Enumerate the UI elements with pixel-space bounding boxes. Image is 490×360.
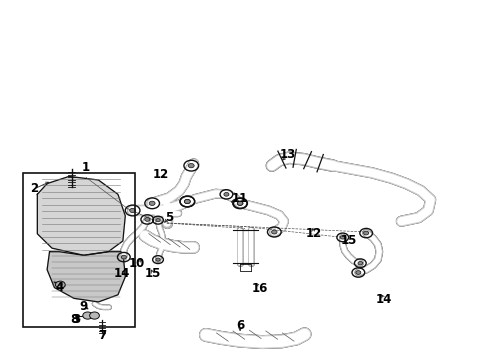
Text: 5: 5 [165,211,173,224]
Circle shape [356,271,361,274]
Circle shape [237,201,243,205]
Text: 8: 8 [70,312,78,326]
Circle shape [156,258,160,261]
Circle shape [145,217,150,221]
Text: 16: 16 [251,282,268,295]
Text: 9: 9 [80,300,88,313]
Text: 3: 3 [73,312,80,326]
Polygon shape [37,176,125,255]
Circle shape [184,199,190,204]
Circle shape [271,230,277,234]
Text: 4: 4 [55,281,63,294]
Circle shape [237,201,243,206]
Text: 2: 2 [30,183,38,195]
Text: 1: 1 [82,161,90,174]
Circle shape [188,163,194,168]
Circle shape [156,219,160,222]
Text: 12: 12 [153,168,169,181]
Text: 11: 11 [232,192,248,205]
Circle shape [130,208,136,213]
Circle shape [224,193,229,196]
Circle shape [83,312,93,319]
Circle shape [358,261,363,265]
Circle shape [364,231,368,235]
Text: 15: 15 [341,234,357,247]
Polygon shape [47,252,125,302]
Text: 12: 12 [305,226,321,239]
Text: 14: 14 [376,293,392,306]
Circle shape [184,199,190,204]
Text: 10: 10 [128,257,145,270]
Bar [23,173,135,327]
Circle shape [122,255,126,259]
Text: 13: 13 [280,148,296,161]
Text: 14: 14 [114,267,130,280]
Text: 6: 6 [236,319,244,332]
Text: 15: 15 [145,267,161,280]
Circle shape [149,201,155,206]
Circle shape [55,281,65,288]
Circle shape [341,236,345,239]
Circle shape [90,312,99,319]
Text: 7: 7 [98,329,106,342]
